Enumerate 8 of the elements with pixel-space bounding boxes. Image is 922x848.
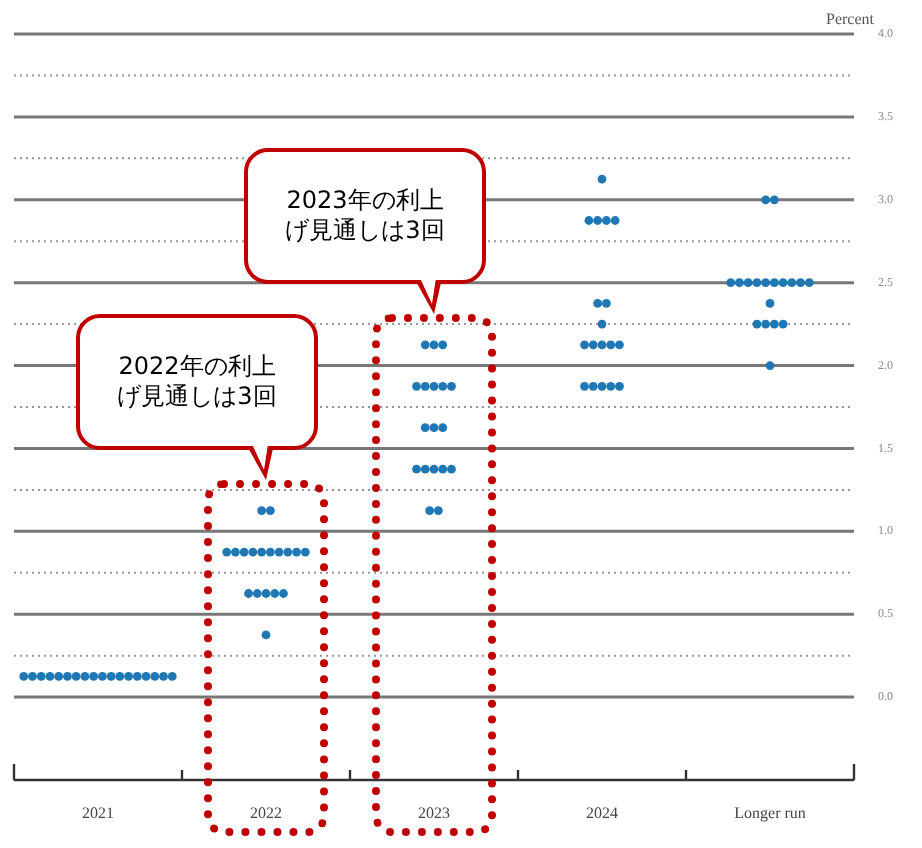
x-tick-label: 2021 [82,803,114,822]
annotation: 2022年の利上げ見通しは3回 [115,352,279,413]
y-axis-title: Percent [826,10,876,29]
x-tick-label: Longer run [734,803,806,822]
x-tick-label: 2024 [586,803,618,822]
x-tick-label: 2022 [250,803,282,822]
annotation: 2023年の利上げ見通しは3回 [283,186,447,247]
x-tick-label: 2023 [418,803,450,822]
